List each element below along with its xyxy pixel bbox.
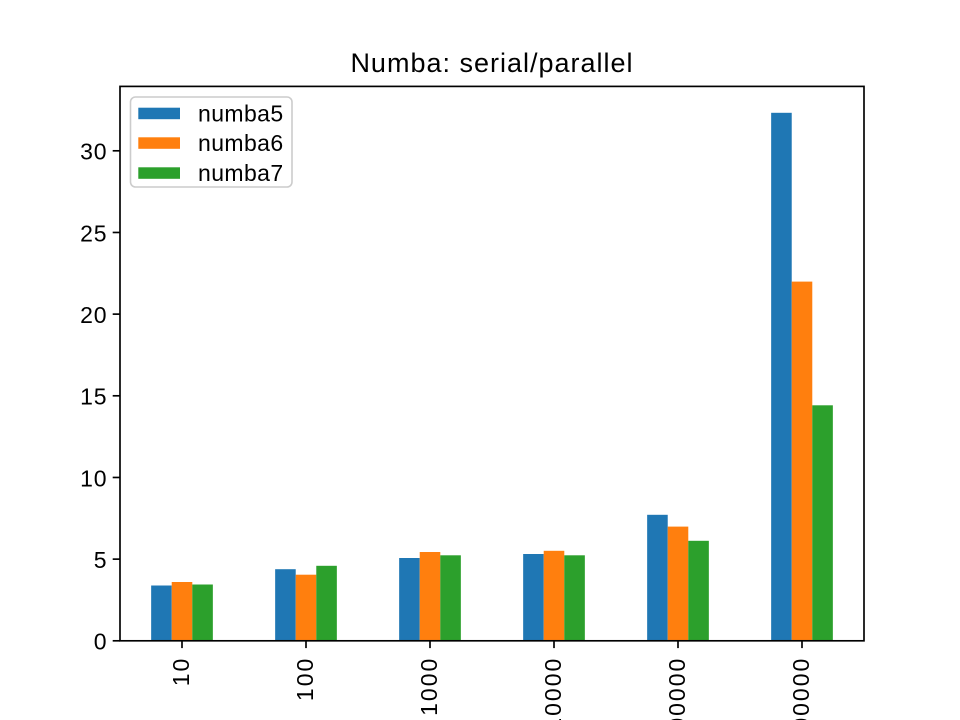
svg-text:100: 100: [292, 657, 318, 701]
svg-text:Numba: serial/parallel: Numba: serial/parallel: [350, 48, 633, 78]
svg-text:15: 15: [80, 384, 107, 410]
svg-text:25: 25: [80, 220, 107, 246]
svg-text:20: 20: [80, 302, 107, 328]
svg-text:numba7: numba7: [198, 160, 284, 186]
svg-text:10: 10: [80, 465, 107, 491]
svg-text:numba5: numba5: [198, 100, 284, 126]
svg-text:30: 30: [80, 139, 107, 165]
svg-text:1000: 1000: [416, 657, 442, 716]
svg-text:5: 5: [94, 547, 108, 573]
svg-text:100000: 100000: [664, 657, 690, 720]
svg-text:numba6: numba6: [198, 130, 284, 156]
svg-text:10: 10: [168, 657, 194, 687]
svg-text:0: 0: [94, 629, 108, 655]
svg-text:10000: 10000: [540, 657, 566, 720]
svg-text:1000000: 1000000: [788, 657, 814, 720]
